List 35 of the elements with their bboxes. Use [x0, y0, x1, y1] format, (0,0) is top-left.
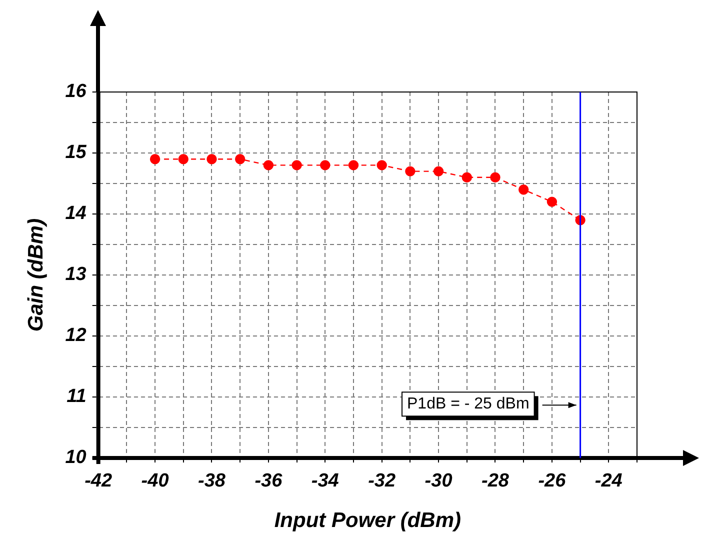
point: [376, 160, 387, 170]
x-tick-label: -24: [594, 470, 623, 492]
x-axis-title: Input Power (dBm): [274, 509, 461, 532]
x-tick-label: -32: [368, 470, 396, 492]
y-tick-label: 11: [66, 386, 86, 408]
point: [405, 166, 416, 176]
point: [546, 196, 558, 207]
point: [433, 166, 444, 176]
x-tick-label: -30: [424, 470, 453, 492]
point: [490, 172, 500, 182]
point: [263, 160, 274, 170]
point: [292, 160, 302, 170]
point: [462, 172, 472, 182]
x-tick-label: -38: [198, 470, 226, 492]
y-tick-label: 16: [65, 81, 87, 102]
x-tick-label: -42: [84, 470, 112, 492]
x-tick-label: -26: [538, 470, 566, 492]
x-tick-label: -28: [482, 470, 510, 492]
point: [518, 184, 529, 195]
x-tick-label: -34: [311, 470, 340, 492]
y-tick-label: 12: [65, 325, 87, 346]
point: [348, 160, 359, 170]
y-tick-label: 15: [65, 142, 87, 164]
point: [234, 154, 246, 164]
x-tick-label: -40: [141, 470, 170, 492]
y-tick-label: 10: [65, 447, 87, 468]
y-tick-label: 14: [65, 203, 87, 224]
point: [206, 154, 217, 164]
point: [320, 160, 330, 170]
x-tick-label: -36: [254, 470, 283, 492]
annotation: P1dB = - 25 dBm: [407, 396, 530, 413]
y-tick-label: 13: [65, 264, 87, 286]
point: [178, 154, 188, 164]
point: [150, 154, 160, 164]
y-axis-title: Gain (dBm): [24, 218, 48, 332]
